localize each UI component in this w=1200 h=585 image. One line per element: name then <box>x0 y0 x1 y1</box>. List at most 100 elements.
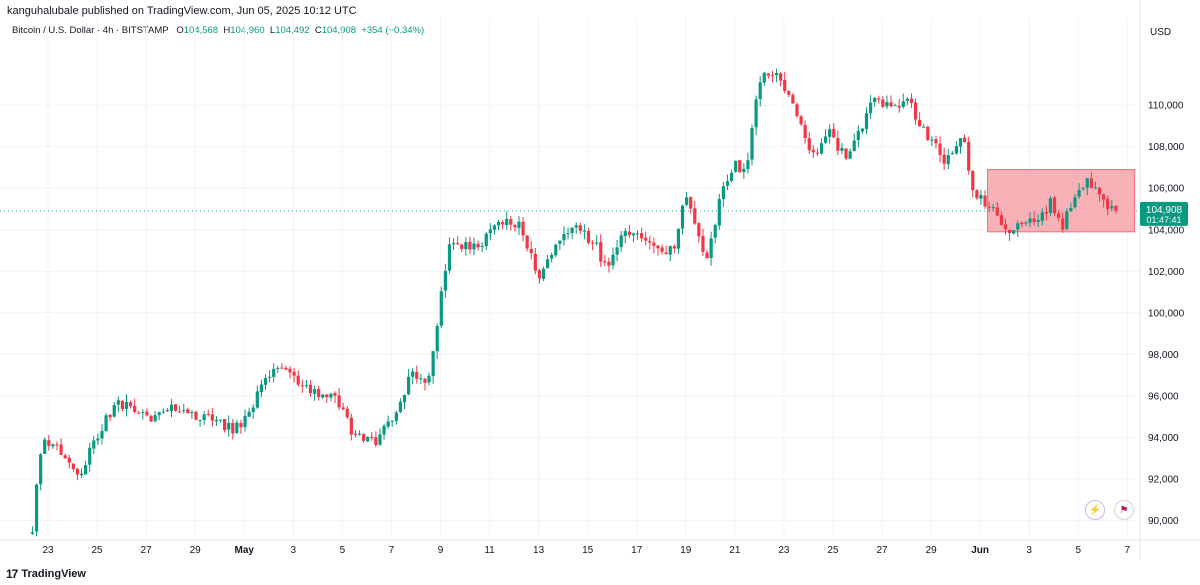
candle-body <box>125 402 128 409</box>
candle-body <box>849 151 852 158</box>
candle-body <box>799 116 802 124</box>
candle-body <box>759 82 762 99</box>
candle-body <box>145 411 148 415</box>
candle-body <box>489 229 492 233</box>
candle-body <box>746 160 749 169</box>
candle-body <box>436 326 439 351</box>
candle-body <box>427 376 430 383</box>
candle-body <box>611 255 614 266</box>
candle-body <box>705 253 708 259</box>
candle-body <box>566 233 569 234</box>
candle-body <box>624 231 627 236</box>
candle-body <box>726 181 729 186</box>
price-tick-label: 106,000 <box>1148 184 1185 195</box>
price-chart[interactable]: USD90,00092,00094,00096,00098,000100,000… <box>0 0 1200 585</box>
candle-body <box>1061 219 1064 230</box>
candle-body <box>1098 188 1101 195</box>
candle-body <box>685 197 688 204</box>
candle-body <box>575 225 578 227</box>
time-tick-label: 21 <box>729 545 741 556</box>
time-tick-label: 27 <box>876 545 888 556</box>
candle-body <box>820 143 823 153</box>
candle-body <box>763 73 766 83</box>
candle-body <box>460 244 463 248</box>
candle-body <box>109 415 112 418</box>
time-tick-label: 11 <box>484 545 495 556</box>
candle-body <box>100 431 103 438</box>
candle-body <box>321 395 324 398</box>
us-flag-icon[interactable]: ⚑ <box>1114 500 1134 520</box>
sideways-zone <box>987 170 1134 232</box>
price-tick-label: 104,000 <box>1148 225 1185 236</box>
candle-body <box>632 233 635 235</box>
candle-body <box>943 155 946 164</box>
candle-body <box>47 440 50 446</box>
candle-body <box>31 532 34 534</box>
candle-body <box>795 104 798 116</box>
candle-body <box>979 195 982 199</box>
candle-body <box>701 236 704 252</box>
candle-body <box>1000 215 1003 225</box>
candle-body <box>313 389 316 394</box>
candle-body <box>59 445 62 455</box>
candle-body <box>914 102 917 119</box>
time-tick-label: Jun <box>971 545 989 556</box>
candle-body <box>350 418 353 435</box>
candle-body <box>775 73 778 75</box>
candle-body <box>554 245 557 256</box>
candle-body <box>444 271 447 291</box>
time-tick-label: May <box>235 545 255 556</box>
candle-body <box>836 138 839 151</box>
candle-body <box>80 474 83 475</box>
candle-body <box>975 190 978 198</box>
candle-body <box>252 408 255 412</box>
candle-body <box>734 161 737 172</box>
time-tick-label: 25 <box>91 545 103 556</box>
candle-body <box>955 146 958 153</box>
candle-body <box>1020 223 1023 224</box>
candle-body <box>141 412 144 413</box>
candle-body <box>620 235 623 247</box>
price-tick-label: 100,000 <box>1148 308 1185 319</box>
candle-body <box>337 395 340 407</box>
candle-body <box>158 412 161 415</box>
candle-body <box>644 238 647 241</box>
candle-body <box>562 234 565 240</box>
candle-body <box>894 105 897 106</box>
candle-body <box>742 169 745 172</box>
candle-body <box>767 74 770 76</box>
candle-body <box>39 454 42 484</box>
candle-body <box>1077 190 1080 197</box>
candle-body <box>219 420 222 421</box>
candle-body <box>930 140 933 141</box>
candle-body <box>481 246 484 247</box>
candle-body <box>113 405 116 417</box>
candle-body <box>342 407 345 409</box>
candle-body <box>84 465 87 474</box>
brand-name: TradingView <box>21 568 86 580</box>
candle-body <box>1065 211 1068 229</box>
candle-body <box>182 410 185 411</box>
tradingview-brand[interactable]: 17 TradingView <box>6 567 86 581</box>
candle-body <box>190 412 193 413</box>
candle-body <box>227 423 230 430</box>
candle-body <box>509 219 512 225</box>
candle-body <box>346 409 349 417</box>
candle-body <box>824 136 827 142</box>
chart-grid <box>0 0 1200 560</box>
candle-body <box>538 270 541 278</box>
candle-body <box>571 228 574 233</box>
candle-body <box>149 416 152 422</box>
candle-body <box>812 150 815 152</box>
time-tick-label: 27 <box>141 545 153 556</box>
candle-body <box>154 415 157 421</box>
lightning-icon[interactable]: ⚡ <box>1085 500 1105 520</box>
candle-body <box>497 222 500 225</box>
candle-body <box>288 369 291 373</box>
candle-body <box>754 99 757 127</box>
candle-body <box>301 385 304 386</box>
candle-body <box>681 206 684 229</box>
candle-body <box>419 378 422 379</box>
candle-body <box>415 372 418 379</box>
time-tick-label: 17 <box>631 545 643 556</box>
